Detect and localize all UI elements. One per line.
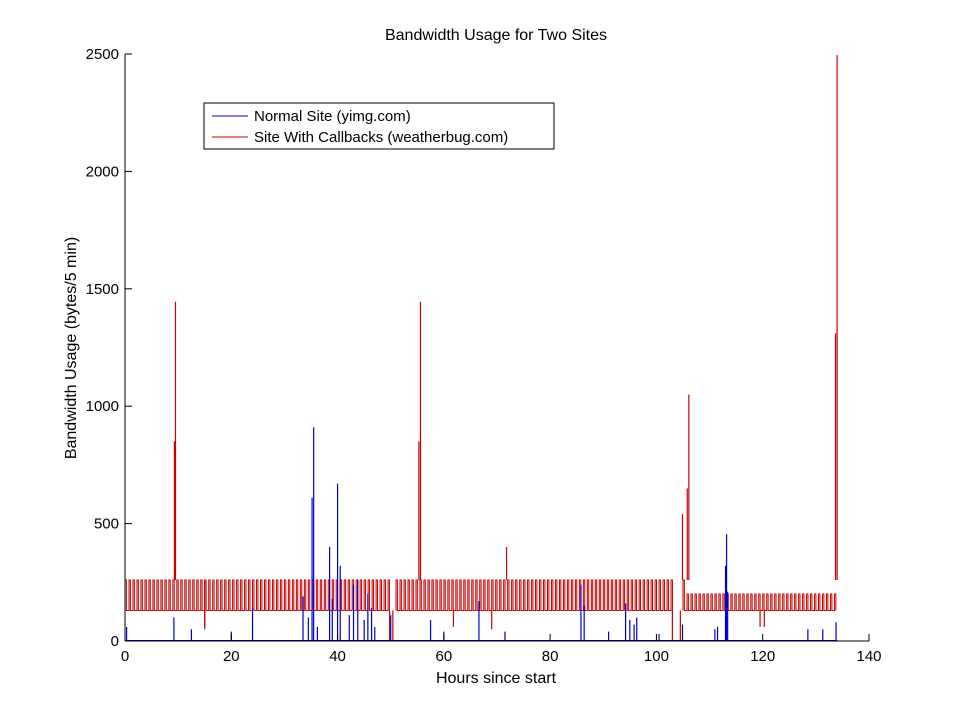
x-tick-label: 100 <box>644 648 669 665</box>
x-tick-label: 140 <box>856 648 881 665</box>
y-axis-title: Bandwidth Usage (bytes/5 min) <box>63 237 80 459</box>
legend: Normal Site (yimg.com) Site With Callbac… <box>203 102 555 150</box>
x-tick-label: 120 <box>750 648 775 665</box>
y-tick-label: 1500 <box>86 281 119 298</box>
x-axis-title: Hours since start <box>436 670 557 687</box>
plot-background <box>125 54 869 641</box>
axes-layer: 0 20 40 60 80 100 120 140 0 500 1000 1500 2000 2500 <box>86 46 882 665</box>
y-tick-label: 2000 <box>86 163 119 180</box>
chart-title: Bandwidth Usage for Two Sites <box>385 27 607 44</box>
y-tick-label: 2500 <box>86 46 119 63</box>
x-tick-label: 60 <box>436 648 453 665</box>
y-tick-label: 1000 <box>86 398 119 415</box>
legend-label-callbacks: Site With Callbacks (weatherbug.com) <box>254 129 508 146</box>
y-tick-label: 0 <box>111 633 119 650</box>
legend-box <box>203 102 555 150</box>
x-tick-label: 40 <box>329 648 346 665</box>
series-callbacks-baseline <box>124 579 837 611</box>
x-tick-label: 20 <box>223 648 240 665</box>
x-tick-label: 0 <box>121 648 129 665</box>
legend-label-normal: Normal Site (yimg.com) <box>254 108 411 125</box>
plot-area <box>125 54 869 641</box>
y-tick-label: 500 <box>94 516 119 533</box>
x-tick-label: 80 <box>542 648 559 665</box>
